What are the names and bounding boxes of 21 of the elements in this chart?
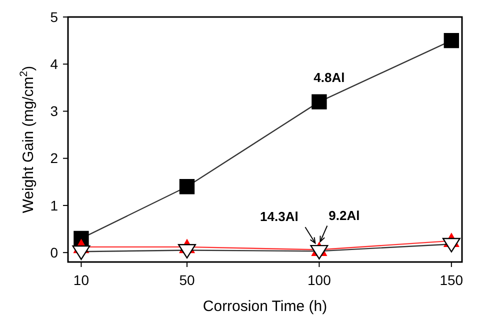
x-tick-label: 10 (73, 272, 90, 288)
series-label: 4.8Al (314, 70, 345, 85)
point (312, 94, 327, 110)
y-tick-label: 5 (50, 8, 58, 25)
x-axis-title: Corrosion Time (h) (202, 298, 328, 315)
series-label: 9.2Al (328, 208, 360, 223)
series-label: 14.3Al (260, 209, 298, 224)
point (442, 238, 460, 252)
x-tick-label: 150 (440, 272, 464, 288)
y-tick-label: 2 (50, 150, 58, 166)
y-tick-label: 3 (50, 103, 58, 120)
point (310, 244, 328, 260)
x-tick-label: 100 (308, 272, 332, 288)
point (179, 179, 195, 194)
point (444, 32, 460, 48)
y-tick-label: 0 (50, 244, 58, 260)
x-tick-label: 50 (179, 272, 195, 288)
point (178, 244, 196, 259)
y-tick-label: 1 (50, 197, 58, 214)
point (72, 245, 90, 260)
y-tick-label: 4 (50, 56, 58, 72)
